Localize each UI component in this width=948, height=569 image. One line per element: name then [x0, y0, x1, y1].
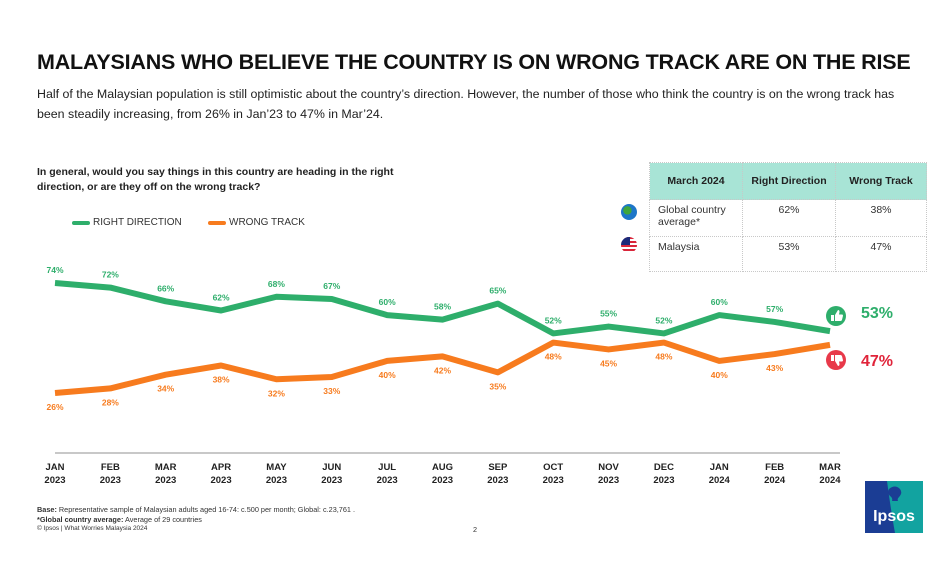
table-row: Malaysia 53% 47% [649, 236, 927, 272]
x-tick-label: AUG 2023 [431, 462, 454, 486]
latest-right-value: 53% [861, 305, 893, 322]
data-label-wrong-track: 40% [379, 370, 396, 380]
x-tick-label: JAN 2023 [44, 462, 66, 486]
legend-swatch-right-direction [72, 220, 90, 225]
table-cell-wrong: 47% [835, 236, 927, 272]
footer-base-text: Representative sample of Malaysian adult… [56, 505, 356, 514]
data-label-right-direction: 62% [213, 293, 230, 303]
page-number: 2 [473, 525, 478, 534]
legend-label: WRONG TRACK [229, 217, 305, 228]
data-label-wrong-track: 48% [545, 352, 562, 362]
table-cell-label: Malaysia [649, 236, 743, 272]
x-tick-label: JAN 2024 [708, 462, 730, 486]
data-label-right-direction: 66% [157, 283, 174, 293]
x-tick-label: NOV 2023 [597, 462, 620, 486]
data-label-wrong-track: 48% [655, 352, 672, 362]
series-line-right-direction [54, 280, 831, 337]
footer-base: Base: Representative sample of Malaysian… [37, 505, 355, 514]
x-tick-label: MAY 2023 [265, 462, 287, 486]
x-tick-label: MAR 2024 [819, 462, 841, 486]
footer-base-label: Base: [37, 505, 57, 514]
data-label-wrong-track: 42% [434, 365, 451, 375]
ipsos-logo: Ipsos [865, 481, 923, 533]
data-label-wrong-track: 34% [157, 384, 174, 394]
data-label-right-direction: 57% [766, 304, 783, 314]
data-label-wrong-track: 38% [213, 375, 230, 385]
table-cell-label: Global country average* [649, 199, 743, 237]
series-line-wrong-track [54, 339, 831, 396]
data-label-wrong-track: 45% [600, 358, 617, 368]
table-cell-wrong: 38% [835, 199, 927, 237]
data-label-right-direction: 72% [102, 270, 119, 280]
data-label-right-direction: 68% [268, 279, 285, 289]
table-header-row: March 2024 Right Direction Wrong Track [649, 162, 927, 200]
survey-question: In general, would you say things in this… [37, 166, 394, 193]
data-label-wrong-track: 33% [323, 386, 340, 396]
x-tick-label: OCT 2023 [542, 462, 564, 486]
data-label-right-direction: 55% [600, 309, 617, 319]
x-tick-label: SEP 2023 [487, 462, 509, 486]
legend-item-wrong-track: WRONG TRACK [208, 217, 305, 228]
x-tick-label: JUN 2023 [321, 462, 343, 486]
footer-copyright: © Ipsos | What Worries Malaysia 2024 [37, 525, 148, 532]
data-label-wrong-track: 28% [102, 397, 119, 407]
data-label-right-direction: 52% [545, 315, 562, 325]
latest-wrong-value: 47% [861, 353, 893, 370]
table-row: Global country average* 62% 38% [649, 199, 927, 237]
footer-note-label: *Global country average: [37, 515, 124, 524]
data-label-wrong-track: 35% [489, 381, 506, 391]
page-subtitle: Half of the Malaysian population is stil… [37, 87, 895, 121]
data-label-right-direction: 74% [46, 265, 63, 275]
malaysia-flag-icon [621, 237, 637, 253]
logo-text: Ipsos [873, 508, 915, 525]
table-cell-right: 53% [742, 236, 836, 272]
thumbs-down-icon [826, 350, 846, 370]
data-label-right-direction: 67% [323, 281, 340, 291]
footer-note-text: Average of 29 countries [123, 515, 202, 524]
page-title: MALAYSIANS WHO BELIEVE THE COUNTRY IS ON… [37, 50, 911, 74]
data-label-right-direction: 60% [711, 297, 728, 307]
table-header: Wrong Track [835, 162, 927, 200]
data-label-right-direction: 52% [655, 315, 672, 325]
data-label-right-direction: 65% [489, 286, 506, 296]
x-tick-label: JUL 2023 [376, 462, 398, 486]
x-tick-label: FEB 2023 [99, 462, 121, 486]
data-label-wrong-track: 43% [766, 363, 783, 373]
flag-canton [621, 237, 630, 245]
data-label-right-direction: 58% [434, 302, 451, 312]
table-header: Right Direction [742, 162, 836, 200]
x-tick-label: APR 2023 [210, 462, 232, 486]
legend-item-right-direction: RIGHT DIRECTION [72, 217, 182, 228]
table-cell-right: 62% [742, 199, 836, 237]
legend-label: RIGHT DIRECTION [93, 217, 182, 228]
thumbs-up-icon [826, 306, 846, 326]
globe-icon [621, 204, 637, 220]
x-tick-label: DEC 2023 [653, 462, 675, 486]
data-label-right-direction: 60% [379, 297, 396, 307]
footer-note: *Global country average: Average of 29 c… [37, 515, 202, 524]
data-label-wrong-track: 32% [268, 388, 285, 398]
comparison-table: March 2024 Right Direction Wrong Track G… [649, 162, 927, 272]
x-tick-label: FEB 2024 [764, 462, 786, 486]
x-tick-label: MAR 2023 [154, 462, 177, 486]
legend-swatch-wrong-track [208, 220, 226, 225]
data-label-wrong-track: 26% [46, 402, 63, 412]
data-label-wrong-track: 40% [711, 370, 728, 380]
table-header: March 2024 [649, 162, 743, 200]
